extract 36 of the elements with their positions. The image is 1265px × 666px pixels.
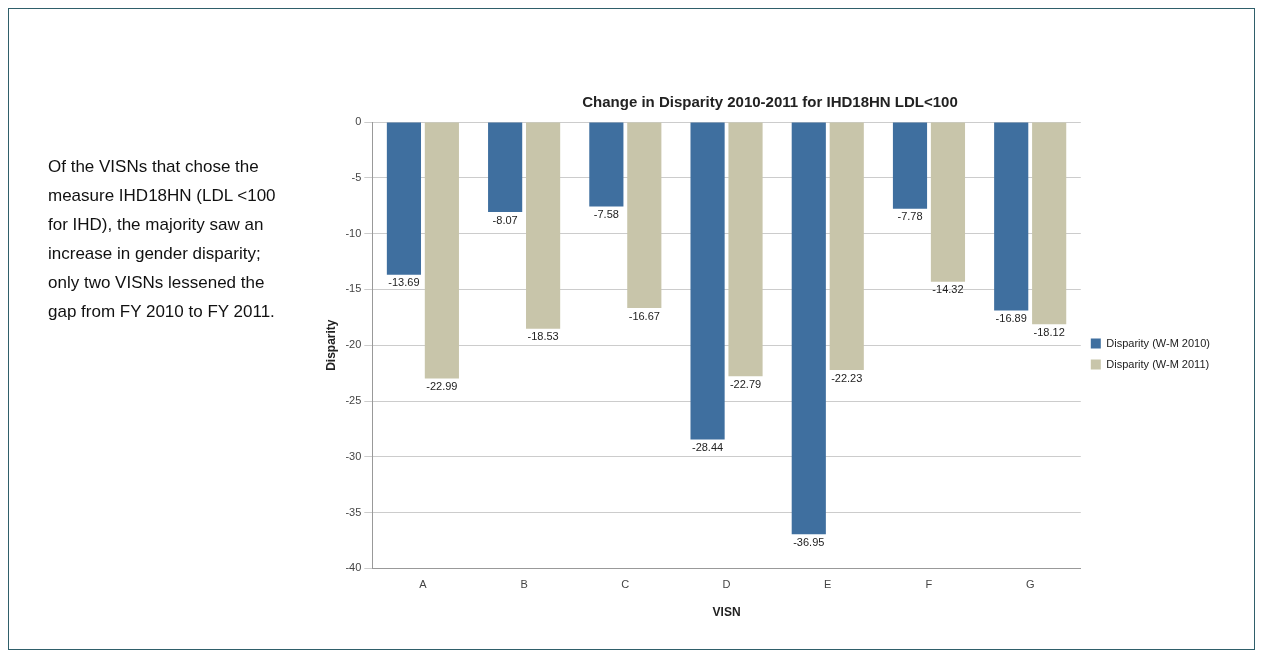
data-label: -13.69	[388, 276, 420, 289]
x-tick-label: F	[925, 578, 933, 591]
y-tick-label: -25	[345, 394, 362, 407]
data-label: -16.89	[995, 312, 1027, 325]
x-tick-label: A	[419, 578, 428, 591]
x-tick-label: D	[722, 578, 731, 591]
data-label: -18.12	[1033, 325, 1065, 338]
data-label: -7.78	[897, 210, 923, 223]
legend-label: Disparity (W-M 2010)	[1106, 336, 1211, 349]
y-tick-label: -40	[345, 561, 362, 574]
y-tick-label: -35	[345, 505, 362, 518]
data-label: -22.23	[831, 371, 863, 384]
y-tick-label: -15	[345, 282, 362, 295]
x-axis-title: VISN	[712, 605, 741, 620]
y-tick-label: -10	[345, 226, 362, 239]
x-tick-label: C	[621, 578, 630, 591]
data-label: -16.67	[628, 309, 660, 322]
y-tick-label: -30	[345, 449, 362, 462]
data-label: -18.53	[527, 330, 559, 343]
data-label: -28.44	[691, 440, 724, 453]
legend-label: Disparity (W-M 2011)	[1106, 357, 1210, 370]
y-axis-title: Disparity	[323, 319, 338, 371]
data-label: -14.32	[932, 283, 964, 296]
data-label: -22.99	[426, 380, 458, 393]
chart-title: Change in Disparity 2010-2011 for IHD18HN LDL<100	[582, 93, 958, 111]
data-label: -8.07	[492, 213, 518, 226]
data-label: -7.58	[593, 208, 619, 221]
data-label: -22.79	[729, 377, 762, 390]
data-label: -36.95	[793, 535, 825, 548]
x-tick-label: E	[824, 578, 832, 591]
x-tick-label: G	[1025, 578, 1035, 591]
x-tick-label: B	[520, 578, 528, 591]
y-tick-label: 0	[355, 115, 362, 128]
y-tick-label: -20	[345, 338, 362, 351]
text: Of the VISNs that chose the measure IHD18HN (LDL <100 for IHD), the majority saw an increase in gender disparity; only two VISNs lessened the gap from FY 2010 to FY 2011.	[48, 156, 277, 323]
y-tick-label: -5	[351, 170, 362, 183]
